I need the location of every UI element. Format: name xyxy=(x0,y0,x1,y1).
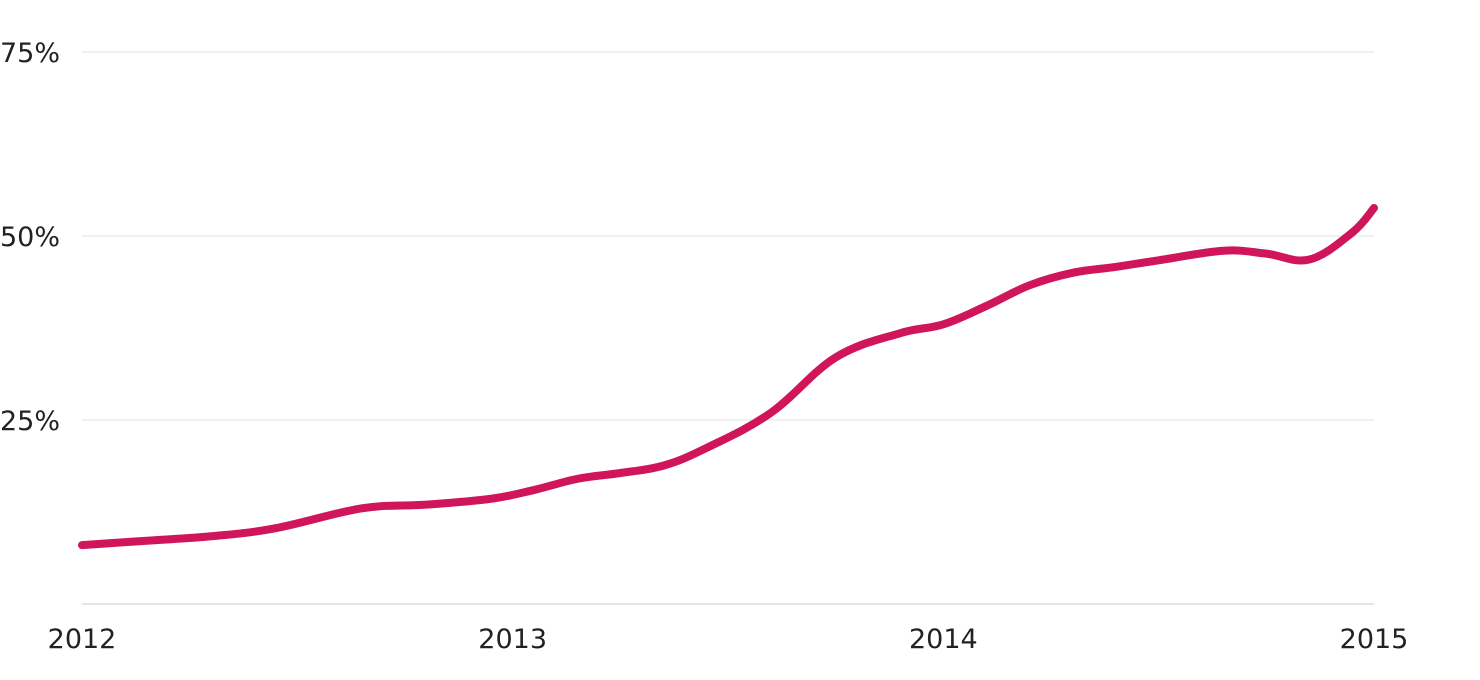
y-tick-label: 75% xyxy=(0,38,60,69)
x-tick-label: 2014 xyxy=(909,624,978,655)
series-line xyxy=(78,204,1378,550)
x-tick-label: 2015 xyxy=(1340,624,1409,655)
x-tick-label: 2012 xyxy=(48,624,117,655)
x-tick-label: 2013 xyxy=(478,624,547,655)
y-tick-label: 25% xyxy=(0,406,60,437)
y-tick-label: 50% xyxy=(0,222,60,253)
